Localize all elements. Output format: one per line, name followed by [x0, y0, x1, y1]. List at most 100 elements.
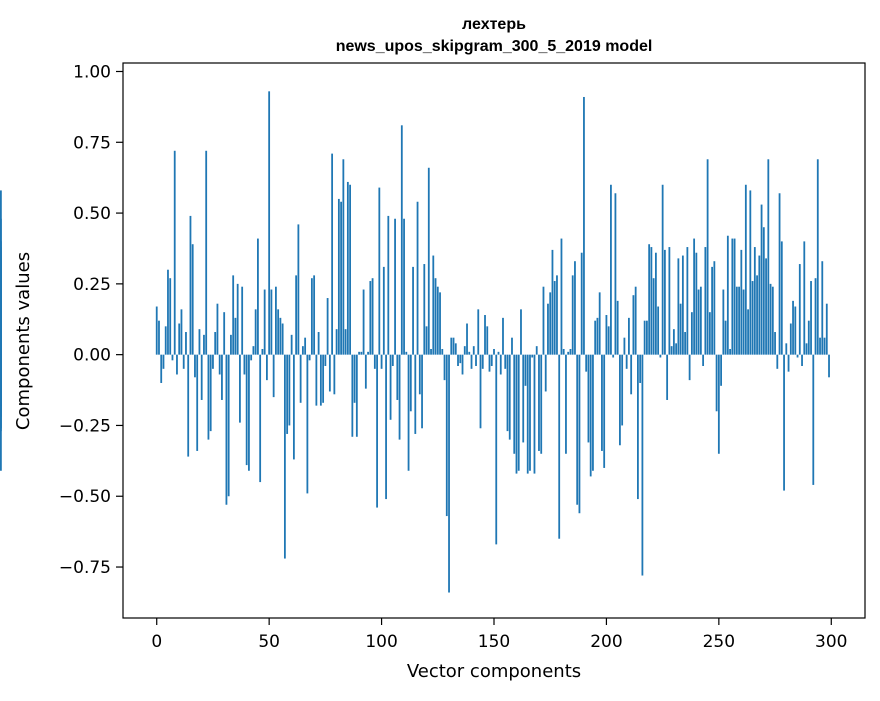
bar [319, 354, 322, 406]
bar [164, 326, 167, 355]
bar [668, 247, 671, 355]
bar [263, 289, 266, 355]
bar [223, 312, 226, 355]
bar [502, 317, 504, 355]
bar [729, 348, 731, 355]
bar [196, 354, 199, 451]
bar [268, 91, 271, 355]
bar [654, 252, 657, 355]
bar [560, 238, 563, 355]
bar [326, 298, 329, 355]
bar [261, 348, 264, 355]
bar [369, 281, 372, 355]
bar [794, 306, 797, 355]
bar [421, 354, 423, 429]
bar [340, 201, 342, 355]
bar [517, 354, 520, 471]
bar [342, 159, 345, 355]
bar [792, 300, 794, 355]
bar [592, 354, 594, 471]
bar [322, 354, 325, 403]
bar [439, 292, 441, 355]
bar [189, 215, 192, 355]
bar [443, 354, 446, 381]
y-axis-label: Components values [13, 252, 34, 430]
bar [778, 193, 781, 355]
bar [751, 281, 754, 355]
bar [506, 354, 509, 432]
bar [427, 167, 430, 355]
bar [630, 354, 633, 395]
bar [675, 343, 678, 355]
bar [625, 354, 628, 369]
bar [643, 320, 646, 355]
bar [257, 238, 259, 355]
bar [452, 337, 455, 355]
bar [227, 354, 230, 497]
bar [515, 354, 518, 474]
bar [292, 354, 295, 460]
bar [663, 249, 666, 355]
y-tick-label: −0.25 [59, 416, 111, 436]
x-tick-label: 0 [151, 632, 162, 652]
bar [702, 354, 705, 366]
bar [389, 354, 392, 420]
bar [720, 354, 722, 386]
bar [576, 354, 579, 505]
bar [810, 281, 812, 355]
bar [652, 278, 655, 355]
bar [275, 286, 277, 355]
bar [272, 354, 275, 398]
bar [317, 332, 320, 355]
bar [529, 354, 531, 471]
bar [556, 275, 558, 355]
bar [801, 354, 803, 366]
bar [479, 354, 482, 429]
bar [331, 153, 334, 355]
bar [558, 354, 561, 539]
bar [167, 269, 169, 355]
bar [191, 244, 194, 355]
bar [634, 286, 637, 355]
bar [648, 244, 651, 355]
bar [414, 354, 417, 434]
bar [589, 354, 592, 477]
bar [283, 354, 286, 559]
bar [353, 354, 356, 403]
bar [610, 184, 612, 355]
bar [821, 261, 824, 355]
bar [780, 241, 783, 355]
bar [574, 261, 576, 355]
bar [522, 354, 525, 443]
bar [358, 351, 360, 355]
bar [155, 306, 158, 355]
bar [538, 354, 540, 451]
bar [605, 315, 608, 355]
bar [472, 346, 475, 355]
bar [212, 354, 214, 369]
bar [508, 354, 511, 440]
bar [623, 337, 626, 355]
y-tick-label: 0.00 [73, 346, 111, 366]
bar [767, 159, 770, 355]
bar [313, 275, 316, 355]
bar [214, 332, 217, 355]
bar [578, 354, 581, 514]
bar [459, 354, 462, 364]
bar [277, 309, 280, 355]
bar [385, 354, 387, 500]
bar [526, 354, 529, 474]
bar [717, 354, 720, 454]
bar [200, 354, 203, 400]
bar [785, 343, 788, 355]
bar [171, 354, 174, 361]
bar [409, 354, 412, 412]
bar [735, 286, 738, 355]
bar [789, 323, 792, 355]
bar [454, 343, 457, 355]
bar [490, 354, 493, 366]
bar [457, 354, 459, 366]
bar [281, 323, 284, 355]
bar [825, 303, 828, 355]
bar [259, 354, 262, 483]
